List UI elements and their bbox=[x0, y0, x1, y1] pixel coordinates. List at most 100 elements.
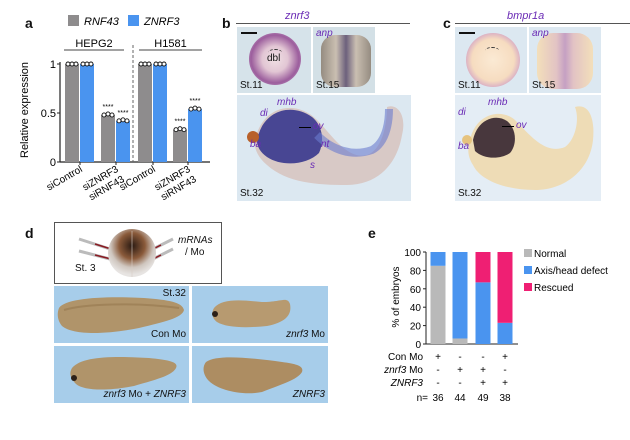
condition-value: - bbox=[503, 365, 506, 376]
significance-label: **** bbox=[103, 104, 114, 111]
data-point bbox=[153, 61, 159, 67]
data-point bbox=[146, 61, 152, 67]
tadpole-label-italic: znrf3 bbox=[103, 389, 126, 400]
bar-segment-axis-head-defect bbox=[497, 322, 513, 344]
panel-a-letter: a bbox=[25, 15, 33, 31]
y-tick-label-e: 40 bbox=[410, 303, 422, 314]
panel-e-chart: % of embryos 0 20 40 60 80 100 Normal Axis/head… bbox=[383, 248, 608, 404]
tadpole-image-con-mo: St.32 Con Mo bbox=[54, 286, 189, 343]
tadpole-label-italic-2: ZNRF3 bbox=[153, 389, 186, 400]
bar-segment-axis-head-defect bbox=[475, 282, 491, 344]
bar-znrf3 bbox=[188, 109, 202, 162]
legend-swatch-rnf43 bbox=[68, 15, 79, 26]
panel-b-letter: b bbox=[222, 15, 231, 31]
label-ov: ov bbox=[516, 120, 527, 131]
bar-rnf43 bbox=[138, 64, 152, 162]
legend-label-znrf3: ZNRF3 bbox=[143, 16, 180, 28]
data-point bbox=[116, 118, 122, 124]
dbl-marker bbox=[268, 49, 282, 56]
bar-znrf3 bbox=[116, 120, 130, 162]
data-point bbox=[69, 61, 75, 67]
panel-b-st11-image: dbl St.11 bbox=[237, 27, 311, 93]
label-s: s bbox=[310, 160, 315, 171]
bar-znrf3 bbox=[153, 64, 167, 162]
data-point bbox=[88, 61, 94, 67]
legend-swatch-znrf3 bbox=[128, 15, 139, 26]
tadpole-label: znrf3 Mo bbox=[286, 329, 325, 340]
significance-label: **** bbox=[190, 98, 201, 105]
data-point bbox=[101, 112, 107, 118]
stage-label: St.32 bbox=[162, 288, 186, 299]
bar-rnf43 bbox=[65, 64, 79, 162]
diagram-mrnas: mRNAs bbox=[178, 235, 213, 246]
n-value: 49 bbox=[477, 393, 489, 404]
data-point bbox=[196, 106, 202, 112]
panel-c-st32-image: mhb di ov ba St.32 bbox=[455, 95, 601, 201]
label-di: di bbox=[458, 107, 466, 118]
data-point bbox=[124, 118, 130, 124]
label-anp: anp bbox=[316, 28, 333, 39]
embryo-st32-bmpr1a bbox=[462, 106, 594, 190]
label-mhb: mhb bbox=[488, 97, 508, 108]
condition-value: - bbox=[458, 378, 461, 389]
data-point bbox=[105, 111, 111, 117]
data-point bbox=[177, 126, 183, 132]
group-label-h1581: H1581 bbox=[154, 38, 186, 50]
tadpole-label: znrf3 Mo + ZNRF3 bbox=[103, 389, 186, 400]
n-label: n= bbox=[417, 393, 429, 404]
data-point bbox=[192, 105, 198, 111]
tadpole-label: ZNRF3 bbox=[292, 389, 325, 400]
panel-b-st32-image: mhb di ov ba nt s St.32 bbox=[237, 95, 411, 201]
y-tick-label-a: 0.5 bbox=[41, 108, 56, 120]
dbl-marker bbox=[485, 47, 499, 54]
panel-b-gene: znrf3 bbox=[285, 10, 310, 22]
legend-label: Normal bbox=[534, 249, 566, 260]
condition-label: ZNRF3 bbox=[390, 378, 424, 389]
data-point bbox=[120, 117, 126, 123]
y-tick-label-e: 100 bbox=[404, 248, 421, 259]
injection-illustration bbox=[78, 229, 174, 277]
embryo-st11 bbox=[466, 33, 520, 87]
data-point bbox=[142, 61, 148, 67]
bar-segment-normal bbox=[430, 265, 446, 344]
label-ov: ov bbox=[313, 121, 324, 132]
panel-e-letter: e bbox=[368, 225, 376, 241]
legend-swatch bbox=[524, 266, 532, 274]
diagram-stage: St. 3 bbox=[75, 263, 96, 274]
condition-label: Con Mo bbox=[388, 352, 423, 363]
significance-label: **** bbox=[175, 119, 186, 126]
data-point bbox=[109, 112, 115, 118]
bar-segment-normal bbox=[452, 338, 468, 344]
label-mhb: mhb bbox=[277, 97, 297, 108]
condition-value: + bbox=[480, 378, 486, 389]
tadpole-label: Con Mo bbox=[150, 329, 186, 340]
condition-value: - bbox=[481, 352, 484, 363]
y-tick-label-a: 0 bbox=[50, 157, 56, 169]
data-point bbox=[173, 127, 179, 133]
diagram-mo: / Mo bbox=[185, 247, 205, 258]
bar-segment-axis-head-defect bbox=[452, 252, 468, 339]
arrow-ov bbox=[502, 126, 514, 127]
bar-rnf43 bbox=[101, 114, 115, 162]
panel-c-rule bbox=[455, 23, 630, 24]
embryo-st11 bbox=[249, 33, 301, 85]
panel-c-st11-image: St.11 bbox=[455, 27, 527, 93]
label-nt: nt bbox=[321, 139, 330, 150]
stage-label: St.32 bbox=[458, 188, 482, 199]
stage-label: St.11 bbox=[240, 80, 263, 91]
data-point bbox=[181, 127, 187, 133]
panel-b-st15-image: anp St.15 bbox=[313, 27, 375, 93]
scale-bar bbox=[459, 32, 475, 34]
n-value: 44 bbox=[454, 393, 466, 404]
label-ba: ba bbox=[250, 139, 262, 150]
label-ba: ba bbox=[458, 141, 470, 152]
n-value: 36 bbox=[432, 393, 444, 404]
bar-segment-rescued bbox=[497, 252, 513, 323]
condition-value: + bbox=[502, 352, 508, 363]
panel-d-letter: d bbox=[25, 225, 34, 241]
y-axis-label-e: % of embryos bbox=[391, 266, 402, 327]
panel-c-gene: bmpr1a bbox=[507, 10, 545, 22]
panel-c-st15-image: anp St.15 bbox=[529, 27, 601, 93]
y-tick-label-a: 1 bbox=[50, 59, 56, 71]
arrow-ov bbox=[299, 127, 311, 128]
